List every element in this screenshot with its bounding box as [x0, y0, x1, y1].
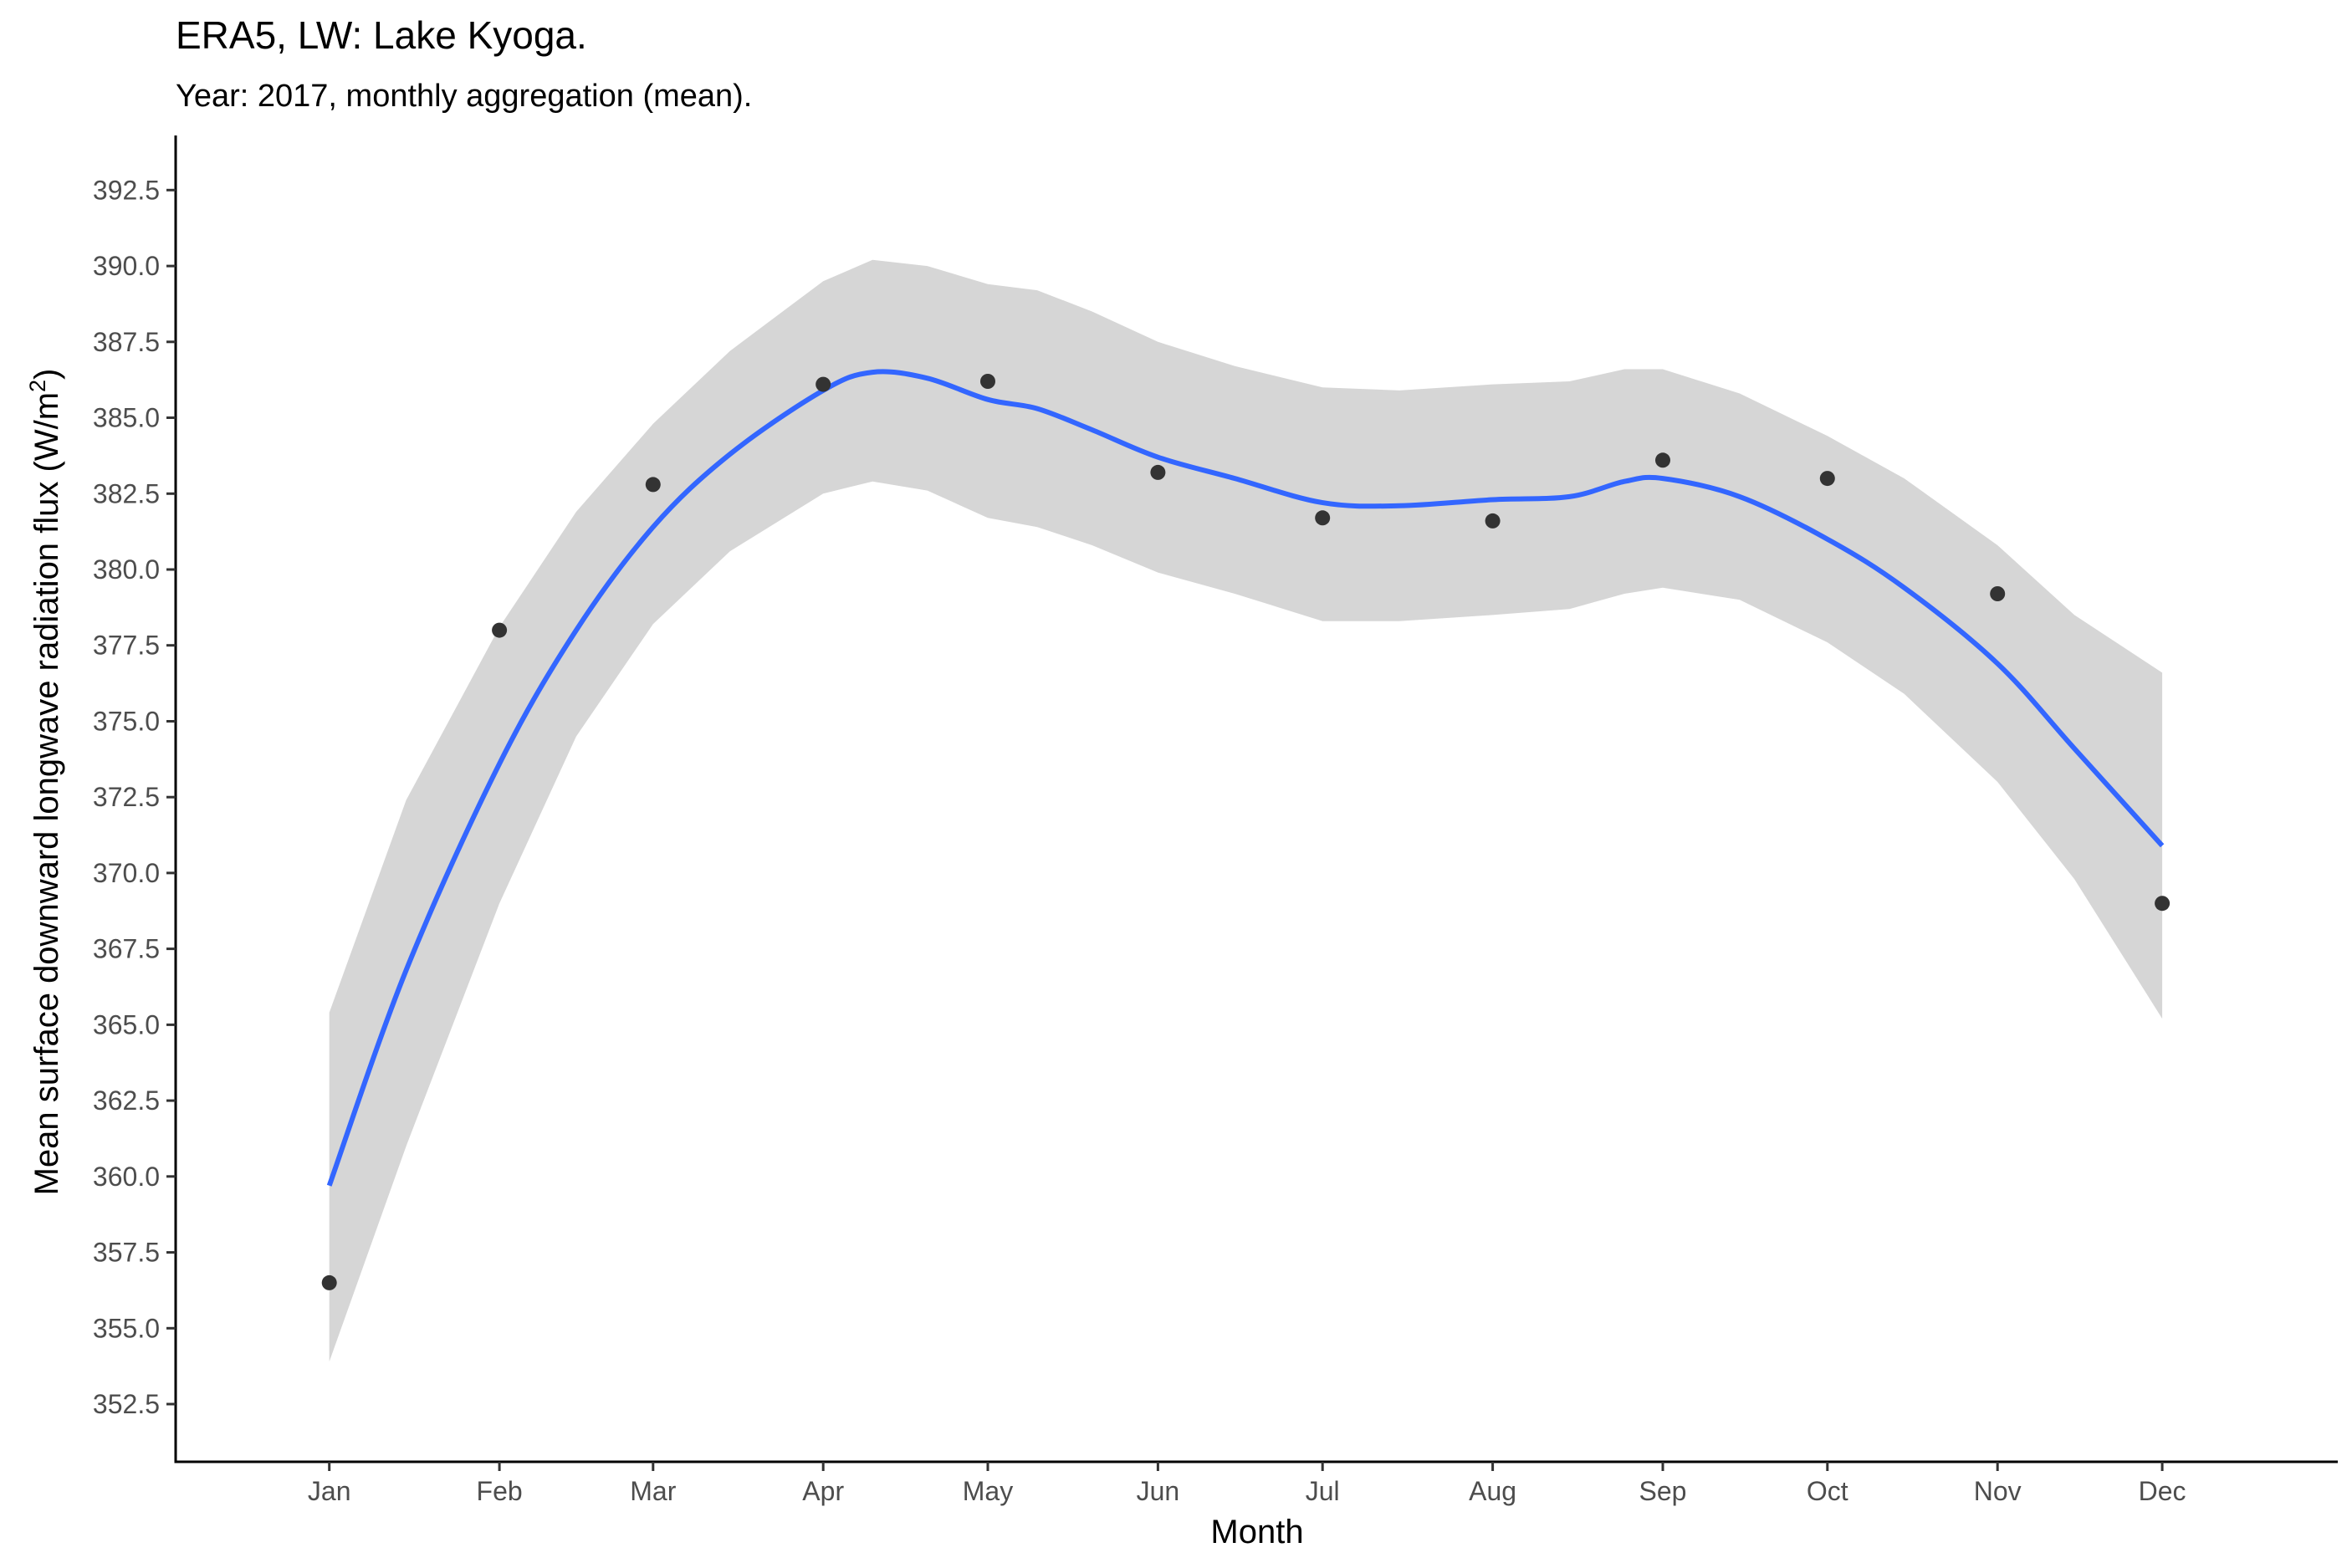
y-tick-label: 360.0	[93, 1162, 160, 1192]
data-point	[1315, 510, 1331, 526]
y-tick-label: 375.0	[93, 707, 160, 737]
x-tick-label: Feb	[477, 1476, 523, 1506]
x-tick-label: Sep	[1639, 1476, 1687, 1506]
data-point	[1990, 586, 2006, 601]
y-tick-label: 385.0	[93, 403, 160, 433]
y-axis: 352.5 355.0 357.5 360.0 362.5 365.0 367.5 370.0…	[93, 135, 177, 1463]
x-tick-label: Jul	[1306, 1476, 1340, 1506]
x-tick-label: Apr	[802, 1476, 844, 1506]
y-axis-title-close: )	[28, 369, 65, 380]
chart-subtitle: Year: 2017, monthly aggregation (mean).	[176, 79, 752, 114]
y-tick-label: 357.5	[93, 1238, 160, 1268]
y-tick-label: 382.5	[93, 478, 160, 508]
y-tick-label: 372.5	[93, 782, 160, 812]
x-tick-label: Mar	[630, 1476, 676, 1506]
x-axis-title: Month	[1210, 1514, 1303, 1550]
data-point	[1485, 513, 1501, 529]
data-point	[1819, 471, 1835, 487]
y-tick-label: 370.0	[93, 858, 160, 888]
chart-title: ERA5, LW: Lake Kyoga.	[176, 13, 587, 57]
y-axis-title-main: Mean surface downward longwave radiation…	[28, 392, 65, 1195]
y-tick-label: 362.5	[93, 1085, 160, 1116]
data-point	[980, 374, 995, 389]
y-tick-label: 392.5	[93, 175, 160, 205]
data-points	[321, 374, 2170, 1290]
y-axis-title-superscript: 2	[25, 380, 50, 392]
data-point	[1150, 464, 1166, 480]
y-tick-label: 355.0	[93, 1313, 160, 1343]
y-tick-label: 390.0	[93, 251, 160, 281]
y-tick-label: 380.0	[93, 554, 160, 585]
data-point	[645, 477, 661, 493]
x-tick-label: Aug	[1469, 1476, 1516, 1506]
x-tick-label: Nov	[1974, 1476, 2022, 1506]
x-axis: Jan Feb Mar Apr May Jun Jul Aug Sep Oct Nov Dec	[174, 1460, 2338, 1506]
x-tick-label: May	[963, 1476, 1013, 1506]
x-tick-label: Jun	[1137, 1476, 1180, 1506]
data-point	[2155, 896, 2170, 912]
x-tick-label: Dec	[2139, 1476, 2186, 1506]
y-ticks: 352.5 355.0 357.5 360.0 362.5 365.0 367.5 370.0…	[93, 175, 176, 1419]
y-tick-label: 365.0	[93, 1009, 160, 1039]
y-tick-label: 377.5	[93, 631, 160, 661]
y-tick-label: 352.5	[93, 1389, 160, 1419]
y-axis-title: Mean surface downward longwave radiation…	[25, 369, 65, 1196]
data-point	[492, 622, 508, 638]
y-tick-label: 367.5	[93, 934, 160, 964]
x-tick-label: Jan	[308, 1476, 351, 1506]
data-point	[1655, 452, 1670, 468]
plot-panel	[321, 259, 2170, 1362]
data-point	[321, 1274, 337, 1290]
x-tick-label: Oct	[1807, 1476, 1848, 1506]
confidence-ribbon	[329, 259, 2163, 1362]
data-point	[816, 376, 831, 392]
y-tick-label: 387.5	[93, 327, 160, 357]
smooth-line	[326, 369, 2165, 1187]
x-ticks: Jan Feb Mar Apr May Jun Jul Aug Sep Oct Nov Dec	[308, 1462, 2186, 1506]
